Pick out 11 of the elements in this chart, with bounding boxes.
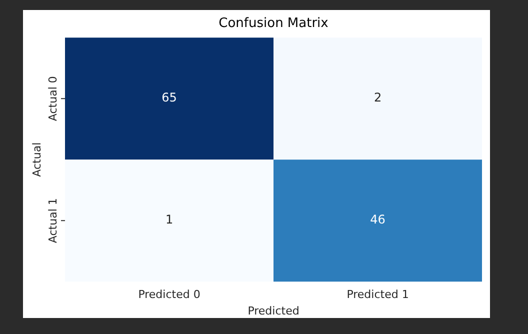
data-label: 2 [374,90,382,105]
x-tick-label: Predicted 0 [138,288,200,302]
chart-title: Confusion Matrix [218,16,329,32]
data-label: 46 [370,212,386,227]
y-tick-label: Actual 1 [46,198,60,244]
data-label: 1 [165,212,174,227]
y-axis-title: Actual [30,142,44,177]
data-label: 65 [162,90,177,105]
x-tick-label: Predicted 1 [346,288,409,302]
x-axis-title: Predicted [248,304,300,318]
y-tick-label: Actual 0 [46,76,60,122]
